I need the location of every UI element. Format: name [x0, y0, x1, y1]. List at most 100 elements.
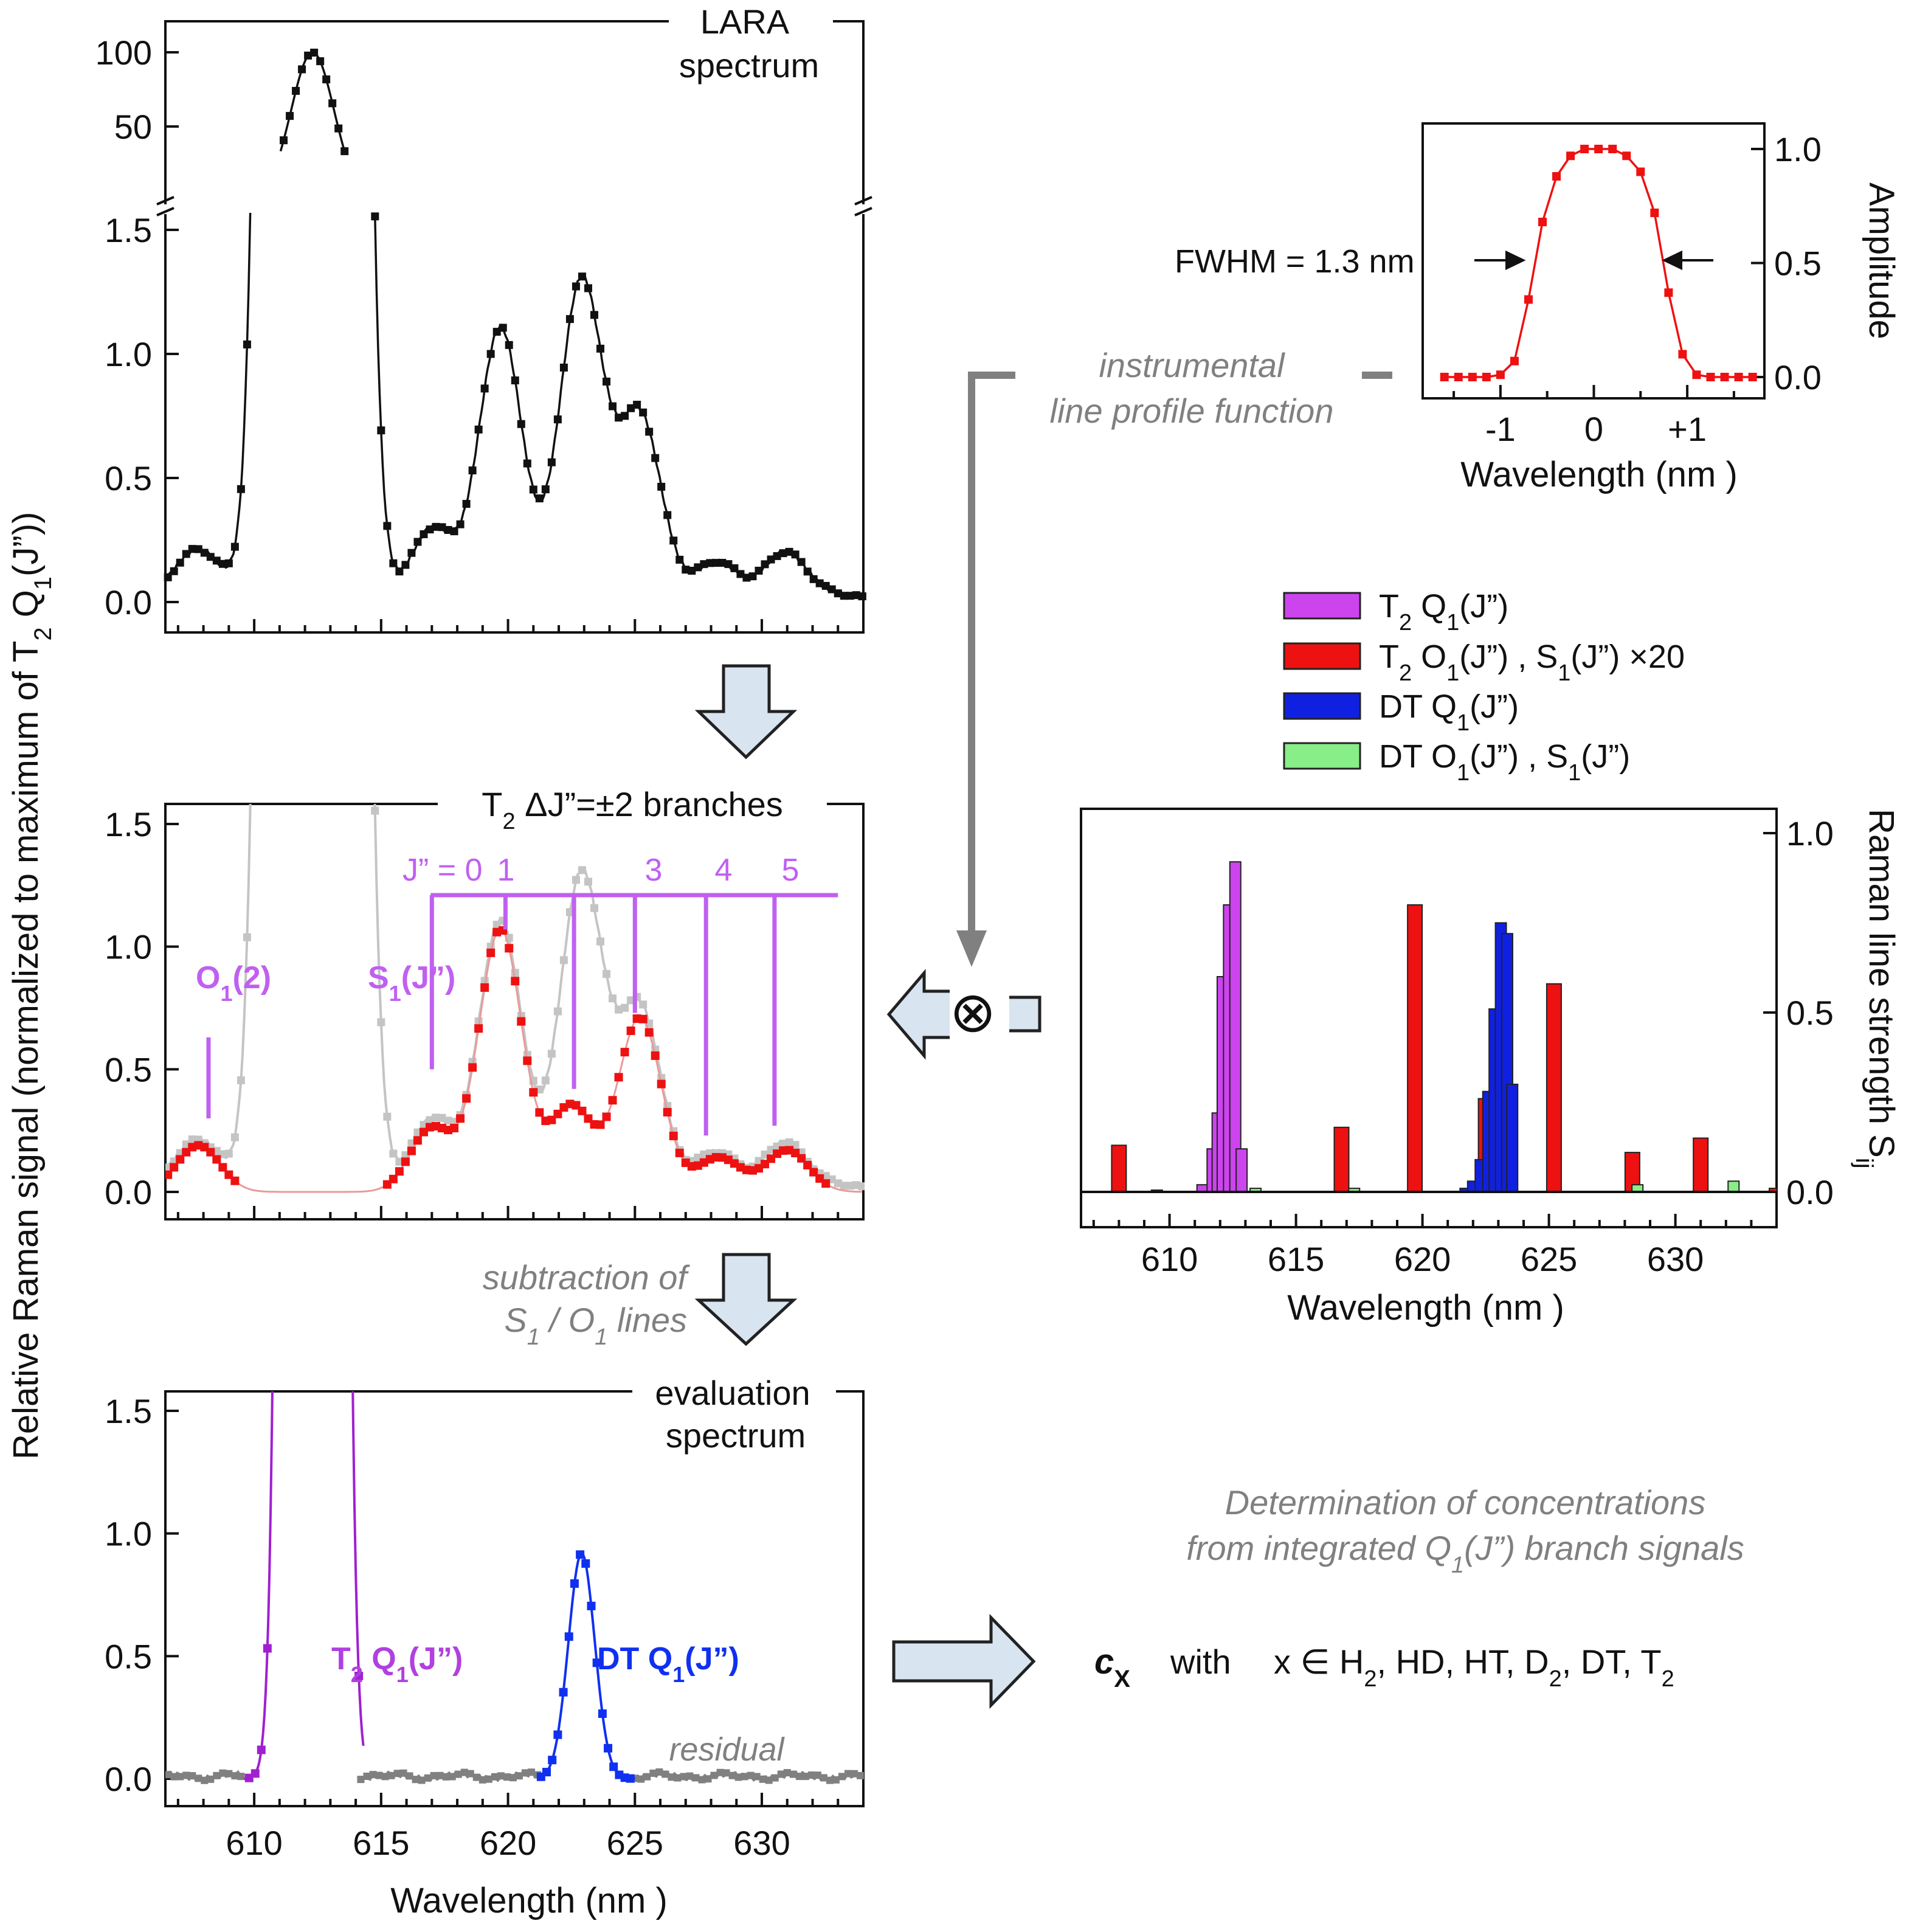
lara-marker — [700, 560, 708, 569]
red-marker — [401, 1157, 410, 1166]
residual-marker — [231, 1772, 239, 1780]
lara-marker — [389, 559, 398, 567]
stick-xtick-label: 615 — [1268, 1240, 1324, 1278]
red-marker — [468, 1063, 477, 1072]
evaluation-frame — [164, 1390, 865, 1807]
lara-marker — [584, 284, 592, 293]
gray-marker — [243, 933, 251, 941]
stick-ytick-label: 0.0 — [1786, 1173, 1834, 1211]
profile-marker — [1734, 373, 1743, 381]
lara-marker — [797, 558, 806, 566]
jpp-0-label: J” = 0 — [402, 853, 483, 888]
gray-marker — [590, 904, 598, 912]
gray-marker — [603, 970, 611, 978]
lara-marker — [736, 570, 745, 578]
lara-marker — [669, 536, 678, 545]
lara-marker — [609, 402, 617, 410]
instrumental-label-line2: line profile function — [1050, 392, 1334, 430]
branch-annotations — [206, 893, 838, 1136]
stick-bars — [1111, 861, 1777, 1193]
lara-marker — [603, 377, 611, 386]
profile-marker — [1510, 356, 1519, 365]
profile-marker — [1650, 209, 1659, 217]
profile-marker — [1524, 295, 1533, 304]
residual-marker — [182, 1771, 190, 1779]
lara-marker — [474, 425, 483, 434]
lara-marker — [438, 523, 446, 531]
lara-marker — [182, 550, 190, 558]
lara-ytick-label: 50 — [114, 108, 152, 146]
lara-marker — [401, 561, 410, 569]
lara-marker — [755, 566, 763, 575]
lara-marker — [218, 559, 227, 568]
residual-marker — [765, 1776, 773, 1784]
profile-marker — [1468, 373, 1477, 381]
gray-marker — [834, 1179, 842, 1188]
lara-marker — [633, 401, 641, 409]
lara-marker — [511, 376, 519, 385]
dt-marker — [548, 1756, 557, 1765]
lara-x-ticks — [176, 619, 840, 632]
profile-xtick-label: -1 — [1485, 410, 1516, 448]
stick-bar — [1769, 1188, 1777, 1193]
legend-label-dtos: DT O1(J”) , S1(J”) — [1379, 738, 1630, 786]
stick-bar — [1407, 904, 1423, 1193]
lara-marker — [304, 51, 313, 60]
gray-marker — [377, 1018, 385, 1027]
y-axis-label: Relative Raman signal (normalized to max… — [6, 512, 57, 1459]
convolution-group: ⊗ — [886, 969, 1041, 1060]
profile-marker — [1678, 350, 1687, 359]
lara-marker — [791, 550, 800, 559]
lara-marker — [176, 558, 184, 567]
red-marker — [511, 977, 520, 986]
with-label: with — [1170, 1643, 1231, 1681]
dt-marker — [592, 1658, 601, 1667]
red-marker — [578, 1106, 587, 1115]
profile-panel: -1 0 +1 0.00.51.0 FWHM = 1.3 nm Amplitude … — [1175, 122, 1901, 494]
profile-x-label: Wavelength (nm ) — [1460, 455, 1738, 494]
stick-bar — [1333, 1126, 1350, 1193]
evaluation-xtick-label: 630 — [733, 1824, 790, 1862]
lara-marker — [578, 272, 586, 281]
red-marker — [657, 1079, 666, 1089]
lara-marker — [328, 99, 337, 108]
red-marker — [614, 1073, 623, 1082]
gray-marker — [383, 1112, 392, 1121]
gray-marker — [547, 1050, 556, 1058]
red-marker — [535, 1108, 544, 1117]
lara-marker — [615, 414, 623, 422]
profile-ytick-label: 1.0 — [1774, 130, 1822, 168]
red-marker — [651, 1051, 660, 1060]
right-arrow-determination — [892, 1613, 1036, 1709]
lara-y-ticks: 0.0 0.5 1.0 1.5 50 100 — [95, 33, 179, 621]
profile-x-ticks: -1 0 +1 — [1452, 385, 1735, 448]
red-marker — [230, 1176, 240, 1185]
residual-marker — [188, 1772, 196, 1780]
dt-marker — [570, 1579, 579, 1588]
gray-marker — [541, 1076, 550, 1085]
gray-marker — [371, 806, 379, 815]
lara-marker — [280, 136, 288, 145]
residual-marker — [207, 1775, 215, 1783]
lara-marker — [559, 363, 568, 372]
red-marker — [529, 1088, 538, 1097]
residual-marker — [643, 1773, 651, 1781]
stick-xtick-label: 610 — [1141, 1240, 1198, 1278]
residual-marker — [418, 1776, 426, 1784]
profile-connector: instrumental line profile function — [956, 346, 1392, 967]
evaluation-ytick-label: 1.0 — [105, 1515, 152, 1553]
profile-marker — [1720, 373, 1729, 381]
residual-marker — [801, 1773, 809, 1781]
lara-marker — [621, 412, 629, 420]
profile-markers — [1440, 145, 1757, 381]
residual-marker — [704, 1775, 712, 1783]
stick-frame — [1080, 808, 1778, 1228]
stick-y-ticks: 0.0 0.5 1.0 — [1763, 814, 1834, 1211]
evaluation-title-line1: evaluation — [655, 1374, 810, 1412]
red-marker — [450, 1124, 459, 1133]
lara-marker — [407, 549, 416, 557]
red-marker — [620, 1048, 629, 1057]
fwhm-arrows — [1474, 250, 1713, 271]
lara-markers — [164, 49, 866, 601]
